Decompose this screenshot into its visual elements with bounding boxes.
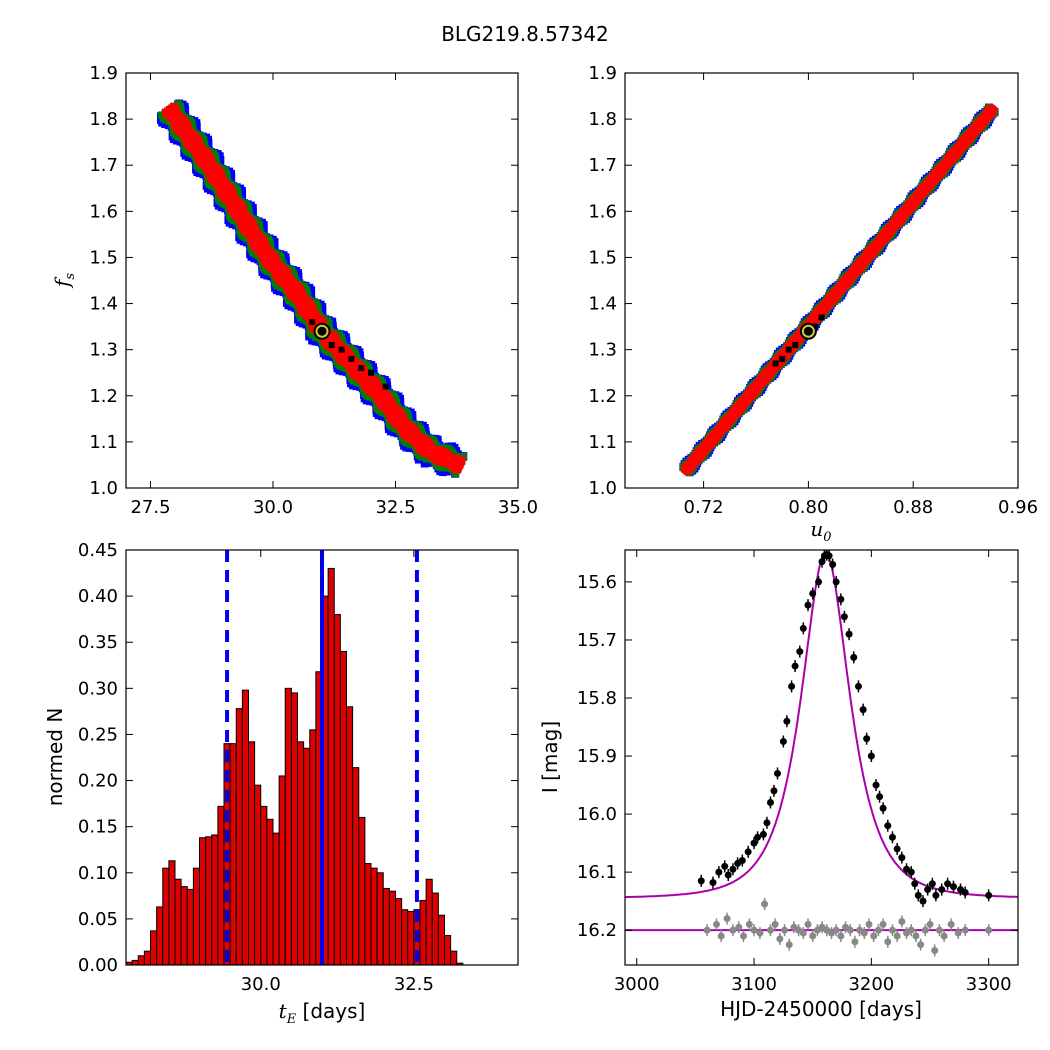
panel-te-histogram: 30.0 32.50.000.050.100.150.200.250.300.35… xyxy=(43,540,519,1027)
y-tick-label: 1.5 xyxy=(89,247,118,268)
histogram-bar xyxy=(309,729,317,965)
plot-frame xyxy=(624,72,1019,489)
best-chain-point xyxy=(818,314,825,321)
histogram-bar xyxy=(254,784,262,965)
plot-frame xyxy=(125,72,519,489)
histogram-bar xyxy=(333,614,341,965)
y-tick-label: 1.8 xyxy=(89,109,118,130)
histogram-bar xyxy=(199,837,207,965)
best-chain-point xyxy=(338,346,345,353)
y-tick-label: 1.0 xyxy=(588,478,617,499)
y-tick-label: 1.8 xyxy=(588,109,617,130)
histogram-bar xyxy=(217,805,225,965)
best-chain-point xyxy=(309,319,316,325)
histogram-bar xyxy=(168,860,176,965)
best-chain-point xyxy=(328,342,335,349)
histogram-bar xyxy=(297,741,305,965)
histogram-bar xyxy=(192,867,200,965)
y-tick-label: 1.6 xyxy=(89,201,118,222)
histogram-bar xyxy=(272,832,280,965)
y-axis-label-sub: s xyxy=(63,273,78,280)
histogram-bar xyxy=(211,834,219,965)
histogram-bar xyxy=(346,706,354,965)
x-axis-label-sub: 0 xyxy=(823,530,831,545)
histogram-bar xyxy=(266,818,274,965)
heatmap-cell xyxy=(453,465,462,474)
histogram-bar xyxy=(143,950,151,965)
histogram-bar xyxy=(229,743,237,965)
y-tick-label: 1.7 xyxy=(588,155,617,176)
histogram-bar xyxy=(248,741,256,965)
heatmap-marks xyxy=(679,103,999,477)
x-tick-label: 30.0 xyxy=(253,497,293,518)
best-chain-point xyxy=(368,369,374,376)
y-tick-label: 1.2 xyxy=(588,386,617,407)
y-tick-label: 1.7 xyxy=(89,155,118,176)
histogram-bar xyxy=(358,816,366,965)
y-tick-label: 1.4 xyxy=(89,294,118,315)
histogram-bar xyxy=(180,886,188,965)
histogram-bar xyxy=(241,689,249,965)
best-fit-marker xyxy=(801,324,815,338)
histogram-bar xyxy=(174,878,182,965)
histogram-bar xyxy=(327,567,335,965)
histogram-bar xyxy=(352,767,360,965)
heatmap-marks xyxy=(156,99,468,478)
axis-ticks: 0.72 0.80 0.88 0.96 1.0 1.1 1.2 1.3 1.4 1.5 1.6 1.7… xyxy=(588,63,1038,518)
y-tick-label: 1.3 xyxy=(588,340,617,361)
x-tick-label: 0.96 xyxy=(998,497,1038,518)
x-axis-label-var: u xyxy=(810,517,823,541)
histogram-bar xyxy=(205,836,213,965)
heatmap-cell xyxy=(989,107,998,116)
histogram-bar xyxy=(364,863,372,965)
y-axis-label: fs xyxy=(50,273,78,289)
histogram-bar xyxy=(370,867,378,965)
panel-fs-vs-u0: 0.72 0.80 0.88 0.96 1.0 1.1 1.2 1.3 1.4 1.5 1.6 1.7… xyxy=(588,63,1038,545)
x-tick-label: 0.80 xyxy=(788,497,828,518)
best-chain-point xyxy=(348,355,355,362)
histogram-bar xyxy=(131,959,139,965)
histogram-bar xyxy=(235,708,243,965)
histogram-bar xyxy=(137,955,145,965)
best-chain-point xyxy=(358,365,365,372)
y-tick-label: 1.9 xyxy=(588,63,617,84)
y-tick-label: 1.1 xyxy=(89,432,118,453)
best-chain-point xyxy=(785,346,792,353)
histogram-bar xyxy=(150,930,158,965)
histogram-bar xyxy=(339,650,347,965)
x-tick-label: 0.72 xyxy=(684,497,724,518)
histogram-bar xyxy=(162,867,170,965)
panel-fs-vs-te: 27.5 30.0 32.5 35.0 1.0 1.1 1.2 1.3 1.4 1.5 1.6 1.7… xyxy=(50,63,538,518)
x-axis-label: u0 xyxy=(810,517,831,545)
y-tick-label: 1.9 xyxy=(89,63,118,84)
best-chain-point xyxy=(772,360,779,367)
x-tick-label: 27.5 xyxy=(130,497,170,518)
histogram-bar xyxy=(260,805,268,965)
y-tick-label: 1.4 xyxy=(588,294,617,315)
y-tick-label: 1.1 xyxy=(588,432,617,453)
x-tick-label: 32.5 xyxy=(375,497,415,518)
x-tick-label: 35.0 xyxy=(498,497,538,518)
histogram-bar xyxy=(186,888,194,965)
best-chain-point xyxy=(779,355,786,362)
x-tick-label: 0.88 xyxy=(893,497,933,518)
histogram-bar xyxy=(284,687,292,965)
histogram-bar xyxy=(303,747,311,965)
best-chain-point xyxy=(792,342,799,349)
axis-ticks: 27.5 30.0 32.5 35.0 1.0 1.1 1.2 1.3 1.4 1.5 1.6 1.7… xyxy=(89,63,538,518)
y-tick-label: 1.0 xyxy=(89,478,118,499)
figure-title: BLG219.8.57342 xyxy=(441,22,609,46)
y-tick-label: 1.6 xyxy=(588,201,617,222)
best-chain-point xyxy=(382,383,389,390)
y-tick-label: 1.3 xyxy=(89,340,118,361)
y-tick-label: 1.5 xyxy=(588,247,617,268)
y-tick-label: 1.2 xyxy=(89,386,118,407)
histogram-bar xyxy=(290,692,298,965)
histogram-bar xyxy=(376,872,384,965)
histogram-bar xyxy=(278,775,286,965)
histogram-bar xyxy=(156,906,164,965)
best-fit-marker xyxy=(315,324,329,338)
